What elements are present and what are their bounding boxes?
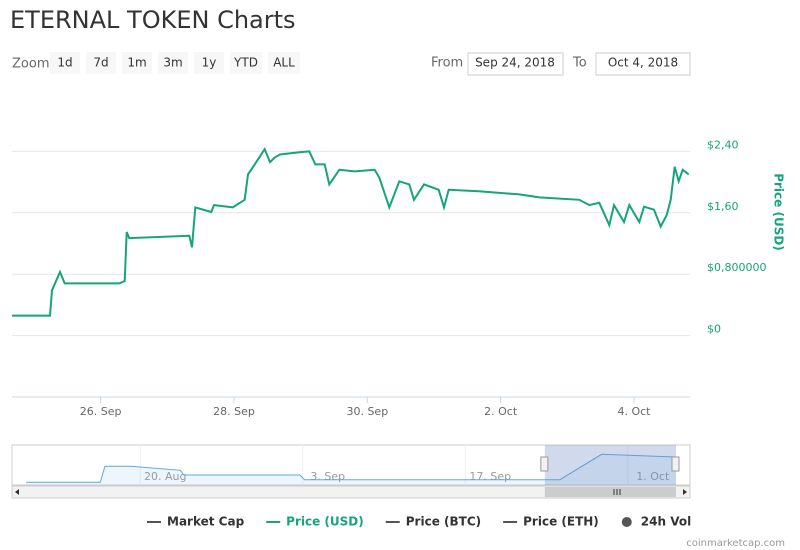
navigator-handle[interactable]: [540, 456, 549, 472]
zoom-button[interactable]: [194, 52, 224, 74]
navigator-frame: [11, 444, 691, 486]
scrollbar-thumb[interactable]: [544, 487, 676, 497]
zoom-button-label[interactable]: 1y: [202, 56, 217, 70]
from-input[interactable]: [467, 52, 564, 76]
x-tick-label: 28. Sep: [213, 405, 255, 418]
from-value[interactable]: Sep 24, 2018: [475, 56, 555, 70]
zoom-button[interactable]: [268, 52, 300, 74]
legend-label[interactable]: 24h Vol: [641, 515, 691, 529]
zoom-button[interactable]: [158, 52, 188, 74]
legend-label[interactable]: Price (USD): [286, 515, 364, 529]
zoom-button-label[interactable]: 3m: [163, 56, 182, 70]
zoom-button[interactable]: [86, 52, 116, 74]
legend-label[interactable]: Price (ETH): [523, 515, 599, 529]
zoom-button-label[interactable]: 1m: [127, 56, 146, 70]
x-tick-label: 2. Oct: [484, 405, 518, 418]
zoom-button-label[interactable]: 1d: [57, 56, 72, 70]
zoom-button[interactable]: [122, 52, 152, 74]
scrollbar-grip[interactable]: [613, 489, 621, 495]
navigator-range[interactable]: [544, 445, 676, 485]
legend-symbol[interactable]: [621, 517, 632, 527]
legend-label[interactable]: Market Cap: [167, 515, 245, 529]
y-tick-label: $0,800000: [707, 261, 767, 274]
price-line: [12, 146, 690, 317]
zoom-button[interactable]: [230, 52, 262, 74]
chart-title: ETERNAL TOKEN Charts: [10, 6, 296, 34]
y-tick-label: $1,60: [707, 200, 739, 213]
navigator-tick-label: 1. Oct: [636, 470, 670, 483]
zoom-label: Zoom: [12, 57, 49, 72]
zoom-button-label[interactable]: ALL: [273, 56, 295, 70]
y-tick-label: $0: [707, 323, 721, 336]
to-value[interactable]: Oct 4, 2018: [608, 56, 678, 70]
navigator-line: [26, 453, 677, 483]
x-tick-label: 4. Oct: [617, 405, 651, 418]
navigator-handle[interactable]: [671, 456, 680, 472]
zoom-button[interactable]: [50, 52, 80, 74]
x-tick-label: 30. Sep: [346, 405, 388, 418]
navigator-tick-label: 20. Aug: [144, 470, 186, 483]
from-label: From: [431, 56, 463, 71]
zoom-button-label[interactable]: 7d: [93, 56, 108, 70]
x-tick-label: 26. Sep: [80, 405, 122, 418]
navigator-area: [26, 454, 676, 485]
credit: coinmarketcap.com: [686, 538, 785, 549]
y-tick-label: $2,40: [707, 138, 739, 151]
legend-label[interactable]: Price (BTC): [406, 515, 481, 529]
to-label: To: [572, 56, 587, 71]
y-axis-title: Price (USD): [772, 173, 786, 251]
to-input[interactable]: [595, 52, 691, 76]
scrollbar[interactable]: [11, 485, 691, 499]
zoom-button-label[interactable]: YTD: [233, 56, 258, 70]
